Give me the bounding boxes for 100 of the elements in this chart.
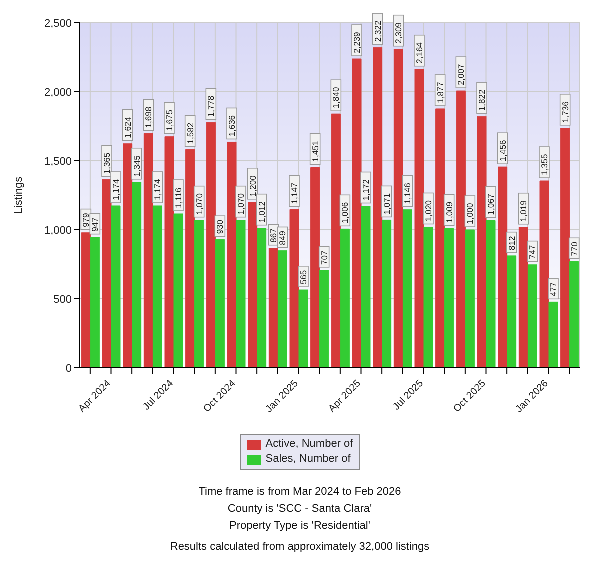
bar (414, 69, 424, 368)
data-label: 1,146 (402, 182, 413, 204)
y-axis-title: Listings (12, 176, 25, 214)
bar (132, 182, 142, 368)
bar (424, 226, 434, 368)
data-label: 1,778 (206, 96, 216, 118)
data-label: 1,675 (164, 110, 174, 132)
bar (144, 133, 154, 368)
data-label: 1,174 (152, 178, 163, 200)
data-label: 1,147 (290, 182, 300, 204)
y-tick-label: 1,000 (44, 224, 72, 237)
data-label: 1,200 (248, 175, 258, 197)
data-label: 1,070 (194, 193, 204, 215)
bar (268, 248, 278, 368)
data-label: 1,071 (382, 193, 392, 215)
data-label: 1,116 (174, 188, 184, 208)
bar (81, 232, 91, 368)
data-label: 812 (506, 236, 517, 250)
text: Time frame is from Mar 2024 to Feb 2026 (198, 485, 402, 500)
data-label: 477 (548, 282, 558, 297)
bar (174, 214, 184, 368)
data-label: 1,000 (465, 202, 476, 224)
bar (548, 302, 558, 368)
bar (465, 230, 475, 368)
legend-label: Active, Number of (266, 437, 354, 452)
bar (498, 166, 508, 368)
bar (206, 122, 216, 368)
bar (278, 250, 288, 368)
y-tick-label: 2,000 (44, 86, 72, 99)
data-label: 947 (90, 217, 100, 232)
text: County is 'SCC - Santa Clara' (226, 502, 374, 517)
data-label: 1,009 (444, 202, 454, 224)
bar (540, 180, 550, 368)
bar (310, 168, 320, 368)
text: Results calculated from approximately 32,000 listings (169, 540, 431, 555)
bar (361, 206, 371, 368)
data-label: 1,355 (540, 154, 550, 176)
text: Property Type is 'Residential' (228, 519, 372, 534)
bar (90, 237, 100, 368)
data-label: 867 (268, 228, 279, 243)
data-label: 2,007 (456, 64, 466, 86)
bar (331, 114, 341, 368)
data-label: 1,636 (227, 115, 237, 137)
data-label: 2,239 (352, 32, 362, 54)
bar (382, 220, 392, 368)
data-label: 1,877 (435, 82, 446, 104)
data-label: 770 (569, 242, 580, 256)
bar (152, 206, 162, 368)
bar (102, 179, 112, 368)
data-label: 1,172 (361, 179, 371, 201)
bar (111, 206, 121, 368)
bar (402, 210, 412, 368)
data-label: 1,582 (185, 122, 196, 144)
bar (340, 228, 350, 368)
bar (164, 136, 174, 368)
bar (518, 227, 528, 368)
bar (298, 290, 308, 368)
bar (444, 228, 454, 368)
data-label: 565 (298, 270, 308, 285)
data-label: 1,174 (111, 178, 121, 200)
bar (436, 108, 446, 368)
bar (560, 128, 570, 368)
bar (373, 47, 383, 368)
data-label: 2,309 (394, 22, 404, 44)
data-label: 1,451 (310, 140, 320, 162)
data-label: 1,020 (424, 200, 434, 222)
y-tick-label: 1,500 (44, 156, 72, 168)
data-label: 1,012 (256, 201, 267, 223)
bar (290, 209, 300, 368)
bar (257, 228, 267, 368)
bar (227, 142, 237, 368)
bar (236, 220, 246, 368)
bar (507, 256, 517, 368)
bar (477, 116, 487, 368)
bar (215, 239, 225, 368)
data-label: 1,019 (518, 200, 529, 222)
bar (456, 90, 466, 368)
data-label: 1,736 (560, 101, 570, 123)
bar (486, 220, 496, 368)
data-label: 1,365 (102, 152, 112, 174)
y-tick-label: 2,500 (44, 18, 72, 30)
bar (186, 149, 196, 368)
bar (320, 270, 330, 368)
y-tick-label: 500 (54, 294, 72, 306)
data-label: 747 (528, 244, 538, 260)
bar (194, 220, 204, 368)
data-label: 1,624 (122, 116, 133, 138)
bar (123, 144, 133, 368)
bar (248, 202, 258, 368)
y-tick-label: 0 (66, 362, 72, 375)
data-label: 979 (81, 212, 92, 228)
bar (352, 58, 362, 368)
data-label: 1,070 (236, 193, 246, 215)
data-label: 1,822 (477, 90, 487, 112)
data-label: 2,322 (372, 20, 383, 42)
bar (570, 261, 580, 368)
data-label: 1,698 (144, 106, 154, 128)
bar (394, 49, 404, 368)
legend-label: Sales, Number of (266, 452, 351, 467)
bar (528, 264, 538, 368)
